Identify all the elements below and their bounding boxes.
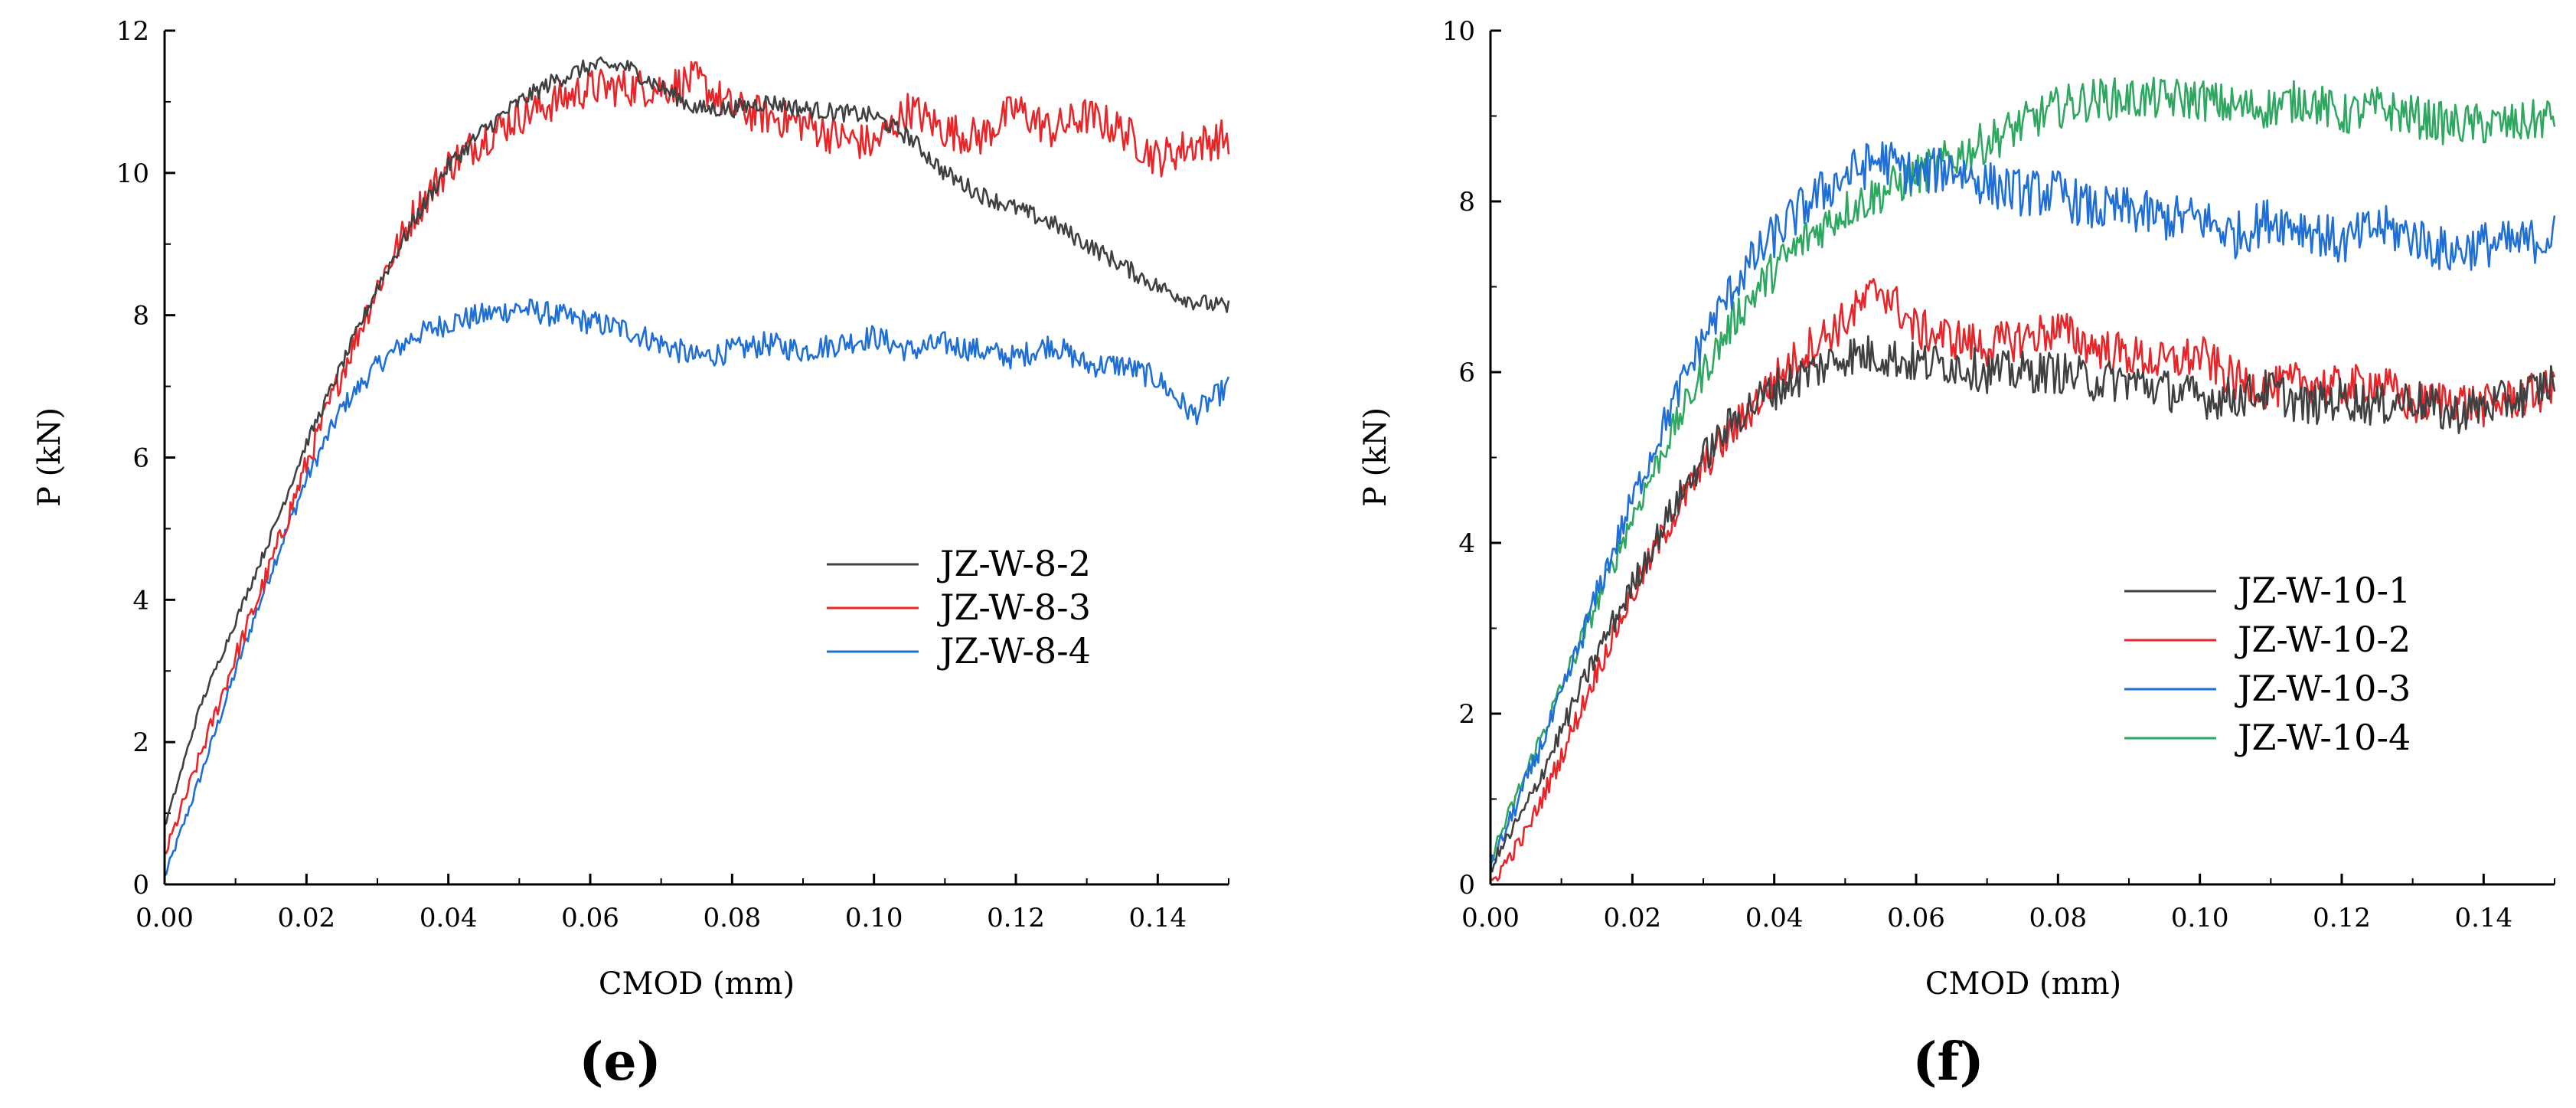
y-tick-label: 6 bbox=[132, 443, 149, 474]
panel-f-x-axis-title: CMOD (mm) bbox=[1925, 966, 2121, 1002]
y-tick-label: 12 bbox=[116, 16, 149, 47]
x-tick-label: 0.08 bbox=[2029, 903, 2087, 933]
y-tick-label: 6 bbox=[1458, 358, 1475, 388]
x-tick-label: 0.02 bbox=[1603, 903, 1661, 933]
x-tick-label: 0.14 bbox=[1128, 903, 1187, 933]
legend-label: JZ-W-8-2 bbox=[937, 543, 1091, 584]
panel-e-x-axis-title: CMOD (mm) bbox=[599, 966, 795, 1002]
x-tick-label: 0.02 bbox=[277, 903, 335, 933]
panel-f-label: (f) bbox=[1912, 1031, 1984, 1093]
panel-e-axis-ticks: 0 2 4 6 8 10 12 0.00 0.02 0.04 0.06 0.08 0.10 0.12 0.1… bbox=[116, 16, 1229, 933]
panel-f-legend: JZ-W-10-1 JZ-W-10-2 JZ-W-10-3 JZ-W-10-4 bbox=[2124, 570, 2411, 758]
panel-f-series bbox=[1489, 77, 2556, 882]
panel-f-y-axis-title: P (kN) bbox=[1358, 407, 1393, 507]
y-tick-label: 2 bbox=[1458, 699, 1475, 730]
x-tick-label: 0.00 bbox=[1461, 903, 1520, 933]
panel-e-legend: JZ-W-8-2JZ-W-8-3JZ-W-8-4 bbox=[827, 543, 1091, 672]
y-tick-label: 8 bbox=[132, 301, 149, 332]
y-tick-label: 0 bbox=[1458, 870, 1475, 900]
y-tick-label: 4 bbox=[1458, 528, 1475, 559]
y-tick-label: 2 bbox=[132, 727, 149, 758]
panel-e-label: (e) bbox=[579, 1031, 661, 1093]
y-tick-label: 10 bbox=[1442, 16, 1475, 47]
chart-panel-e: 0 2 4 6 8 10 12 0.00 0.02 0.04 0.06 0.08 0.10 0.12 0.1… bbox=[32, 16, 1230, 1093]
panel-e-y-axis-title: P (kN) bbox=[32, 407, 67, 507]
series-line-jz-w-10-4 bbox=[1489, 77, 2556, 863]
legend-label: JZ-W-10-4 bbox=[2235, 717, 2411, 758]
series-line-jz-w-8-4 bbox=[164, 298, 1230, 877]
x-tick-label: 0.10 bbox=[845, 903, 903, 933]
x-tick-label: 0.06 bbox=[1887, 903, 1945, 933]
x-tick-label: 0.06 bbox=[561, 903, 619, 933]
legend-label: JZ-W-10-1 bbox=[2235, 570, 2411, 611]
series-line-jz-w-8-2 bbox=[164, 56, 1230, 826]
series-line-jz-w-10-1 bbox=[1489, 335, 2556, 873]
series-line-jz-w-8-3 bbox=[164, 60, 1230, 855]
panel-e-series bbox=[164, 56, 1230, 877]
x-tick-label: 0.12 bbox=[987, 903, 1045, 933]
y-tick-label: 0 bbox=[132, 870, 149, 900]
x-tick-label: 0.14 bbox=[2454, 903, 2512, 933]
series-line-jz-w-10-3 bbox=[1489, 141, 2556, 872]
y-tick-label: 10 bbox=[116, 159, 149, 189]
x-tick-label: 0.00 bbox=[135, 903, 194, 933]
legend-label: JZ-W-10-2 bbox=[2235, 619, 2411, 660]
y-tick-label: 8 bbox=[1458, 187, 1475, 217]
legend-label: JZ-W-10-3 bbox=[2235, 668, 2411, 709]
x-tick-label: 0.04 bbox=[1745, 903, 1804, 933]
y-tick-label: 4 bbox=[132, 585, 149, 616]
x-tick-label: 0.04 bbox=[420, 903, 478, 933]
x-tick-label: 0.10 bbox=[2171, 903, 2229, 933]
panel-f-axis-ticks: 0 2 4 6 8 10 0.00 0.02 0.04 0.06 0.08 0.10 0.12 0.14 bbox=[1442, 16, 2555, 933]
legend-label: JZ-W-8-3 bbox=[937, 587, 1091, 628]
x-tick-label: 0.12 bbox=[2313, 903, 2371, 933]
x-tick-label: 0.08 bbox=[703, 903, 761, 933]
legend-label: JZ-W-8-4 bbox=[937, 630, 1091, 672]
